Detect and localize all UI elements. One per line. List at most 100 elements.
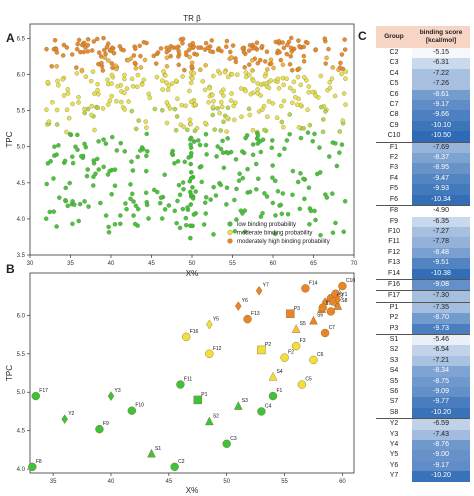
point-label: S2 <box>213 413 219 419</box>
data-point-a <box>146 216 151 221</box>
data-point-a <box>190 223 195 229</box>
data-point-a <box>164 64 170 69</box>
data-point-a <box>44 181 50 187</box>
point-label: S5 <box>300 321 306 327</box>
binding-score-cell: -9.77 <box>412 397 470 408</box>
point-label: F1 <box>277 388 283 394</box>
y-tick-label-b: 4.5 <box>17 429 26 435</box>
data-point-a <box>91 183 96 188</box>
data-point-C5 <box>297 380 307 389</box>
data-point-a <box>160 107 165 113</box>
data-point-a <box>112 222 118 227</box>
data-point-a <box>237 171 242 176</box>
table-row: S1 -5.46 <box>376 333 470 346</box>
data-point-a <box>284 76 289 81</box>
data-point-a <box>106 102 111 107</box>
data-point-a <box>301 53 307 59</box>
data-point-F11 <box>176 380 185 389</box>
data-point-F2 <box>280 353 289 362</box>
data-point-a <box>163 73 168 78</box>
binding-score-cell: -8.37 <box>412 153 470 164</box>
data-point-a <box>115 84 120 89</box>
data-point-a <box>162 172 167 178</box>
data-point-a <box>234 217 239 222</box>
data-point-a <box>122 149 128 154</box>
table-row: C10 -10.50 <box>376 131 470 143</box>
data-point-a <box>326 154 332 159</box>
data-point-a <box>242 229 248 234</box>
table-row: C5 -7.26 <box>376 79 470 90</box>
point-label: S6 <box>317 313 323 319</box>
data-point-S4 <box>268 371 278 381</box>
data-point-a <box>338 60 343 66</box>
point-label: F16 <box>190 329 199 335</box>
table-row: F2 -8.37 <box>376 153 470 164</box>
data-point-a <box>218 146 224 152</box>
binding-score-cell: -5.46 <box>412 333 470 346</box>
data-point-a <box>239 149 245 154</box>
data-point-a <box>199 179 204 185</box>
y-tick-label-b: 5.5 <box>17 352 26 358</box>
data-point-a <box>91 39 97 44</box>
table-row: C8 -9.66 <box>376 110 470 121</box>
binding-score-cell: -6.31 <box>412 58 470 69</box>
data-point-a <box>288 45 294 51</box>
data-point-a <box>92 127 97 133</box>
table-row: C7 -9.17 <box>376 100 470 111</box>
data-point-a <box>342 37 347 42</box>
group-cell: Y7 <box>389 472 399 480</box>
data-point-a <box>122 72 127 78</box>
data-point-a <box>243 135 248 141</box>
group-cell: Y2 <box>376 418 412 430</box>
data-point-a <box>250 152 256 158</box>
data-point-F17 <box>31 391 40 401</box>
data-point-F4 <box>326 307 336 316</box>
data-point-a <box>330 140 335 145</box>
data-point-a <box>285 211 291 217</box>
data-point-a <box>279 211 285 217</box>
data-point-a <box>69 52 75 57</box>
x-tick-label-a: 40 <box>108 261 115 267</box>
group-cell: F9 <box>389 217 399 225</box>
data-point-a <box>317 145 322 150</box>
data-point-a <box>172 208 178 214</box>
data-point-a <box>295 102 300 107</box>
data-point-a <box>224 202 229 207</box>
data-point-a <box>196 138 201 143</box>
data-point-F14 <box>301 284 310 293</box>
data-point-F1 <box>268 391 278 401</box>
data-point-a <box>106 58 111 63</box>
table-header-row: Group binding score [kcal/mol] <box>376 26 470 48</box>
data-point-a <box>284 51 290 57</box>
data-point-a <box>210 104 216 110</box>
data-point-a <box>180 41 185 46</box>
chart-title-a: TR β <box>183 14 201 23</box>
data-point-a <box>209 38 215 43</box>
data-point-a <box>327 80 332 85</box>
data-point-a <box>61 93 67 98</box>
data-point-a <box>103 213 109 218</box>
data-point-a <box>229 71 235 77</box>
data-point-a <box>218 182 223 188</box>
data-point-a <box>135 72 141 78</box>
data-point-a <box>203 211 209 216</box>
data-point-a <box>270 175 275 180</box>
y-tick-label-a: 6.0 <box>17 73 26 79</box>
point-label: F10 <box>135 403 144 409</box>
point-label: Y3 <box>115 388 121 394</box>
data-point-a <box>183 50 189 55</box>
data-point-a <box>128 196 133 202</box>
data-point-a <box>144 131 149 137</box>
data-point-a <box>188 135 194 141</box>
data-point-C3 <box>222 439 231 448</box>
data-point-a <box>75 147 80 152</box>
data-point-a <box>64 45 70 50</box>
data-point-a <box>154 74 160 80</box>
group-cell: F5 <box>389 185 399 193</box>
data-point-a <box>110 134 115 140</box>
point-label: C2 <box>178 459 185 465</box>
data-point-a <box>108 48 114 54</box>
data-point-a <box>139 82 145 87</box>
data-point-a <box>144 153 149 159</box>
